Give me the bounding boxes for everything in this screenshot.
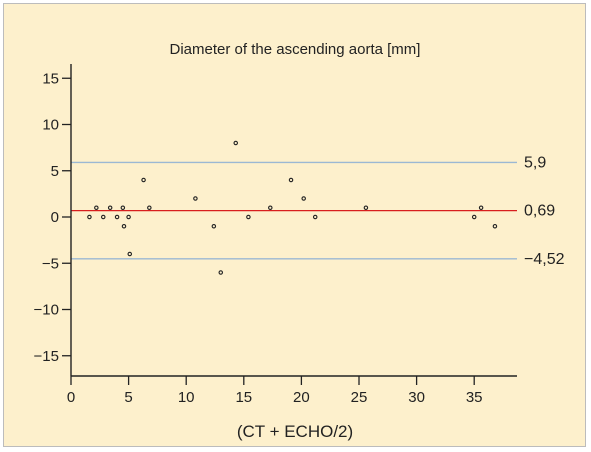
data-point [101,214,106,220]
data-point [193,196,198,201]
data-point [312,214,318,220]
data-point [211,224,217,229]
data-point [107,205,113,211]
axes: 15 10 5 0 −5 −10 −15 0 5 10 15 20 25 30 35 [34,64,517,406]
data-point [246,214,251,220]
y-tick-label: 10 [42,117,59,134]
y-tick-label: −5 [42,255,59,272]
data-point [218,270,224,275]
data-point [94,205,99,211]
x-tick-label: 5 [124,389,132,406]
data-point [87,214,92,220]
data-point [127,251,133,257]
data-point [492,224,498,229]
x-tick-label: 20 [293,389,310,406]
data-point [288,177,294,183]
data-point [114,214,120,220]
data-point [126,214,131,220]
data-points [87,140,498,275]
data-point [363,205,369,211]
y-tick-label: 15 [42,70,59,87]
y-tick-label: −10 [34,302,59,319]
reference-line-label: −4,52 [524,251,565,268]
chart-frame [3,3,586,447]
data-point [141,177,146,183]
data-point [233,140,238,146]
x-tick-label: 10 [178,389,195,406]
data-point [471,214,477,220]
x-tick-label: 35 [466,389,483,406]
data-point [121,224,127,229]
x-tick-label: 15 [235,389,252,406]
data-point [147,205,152,211]
reference-line-label: 0,69 [524,203,555,220]
reference-lines: 5,9 0,69 −4,52 [71,154,565,268]
x-tick-label: 30 [408,389,425,406]
y-tick-label: 0 [51,209,59,226]
data-point [301,196,306,201]
x-tick-label: 25 [351,389,368,406]
y-tick-label: 5 [51,163,59,180]
data-point [478,205,484,211]
data-point [120,205,126,211]
chart-title: Diameter of the ascending aorta [mm] [170,41,421,58]
x-tick-label: 0 [67,389,75,406]
y-tick-label: −15 [34,348,59,365]
data-point [268,205,273,211]
reference-line-label: 5,9 [524,154,546,171]
x-axis-title: (CT + ECHO/2) [237,422,353,441]
